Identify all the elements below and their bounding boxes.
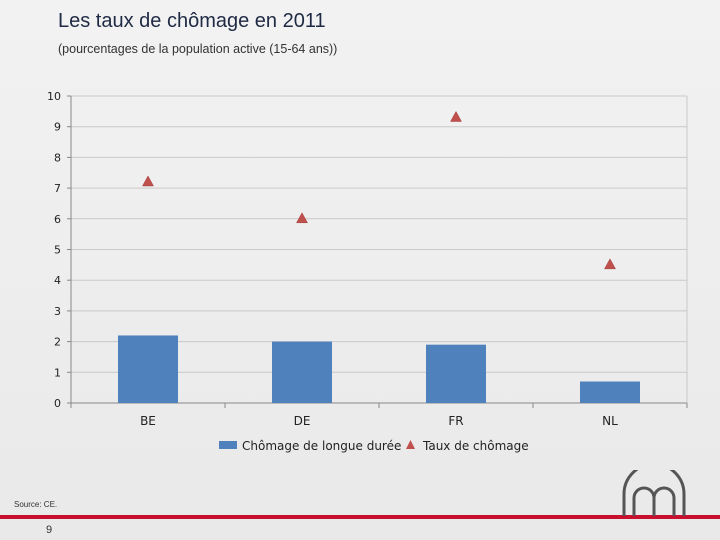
bars	[118, 335, 640, 403]
legend-label-bar: Chômage de longue durée	[242, 439, 401, 453]
bar	[272, 341, 332, 403]
markers	[142, 110, 616, 270]
bar	[580, 381, 640, 403]
y-tick-label: 2	[54, 336, 61, 349]
marker-point	[450, 110, 462, 122]
y-tick-label: 7	[54, 182, 61, 195]
legend-label-marker: Taux de chômage	[422, 439, 529, 453]
page-number: 9	[46, 524, 53, 536]
marker-point	[142, 175, 154, 187]
bar	[426, 344, 486, 403]
marker-point	[604, 258, 616, 270]
x-tick-label: NL	[602, 414, 618, 428]
logo-icon	[622, 470, 686, 516]
y-tick-label: 10	[47, 90, 61, 103]
y-tick-label: 1	[54, 366, 61, 379]
source-note: Source: CE.	[14, 500, 58, 509]
y-tick-label: 3	[54, 305, 61, 318]
y-ticks: 0 1 2 3 4 5 6 7 8 9 10	[47, 90, 61, 410]
y-tick-label: 0	[54, 397, 61, 410]
y-tick-label: 8	[54, 151, 61, 164]
legend-swatch-bar	[219, 441, 237, 449]
x-ticks: BE DE FR NL	[140, 414, 618, 428]
x-tick-label: FR	[448, 414, 463, 428]
footer-line	[0, 515, 720, 519]
y-tick-label: 4	[54, 274, 61, 287]
y-tick-label: 5	[54, 244, 61, 257]
x-tick-label: DE	[294, 414, 311, 428]
bar	[118, 335, 178, 403]
slide-subtitle: (pourcentages de la population active (1…	[58, 42, 338, 56]
y-tick-label: 6	[54, 213, 61, 226]
unemployment-chart: 0 1 2 3 4 5 6 7 8 9 10 BE DE FR NL Chômage de longue …	[47, 90, 688, 453]
legend-swatch-marker	[406, 440, 415, 449]
marker-point	[296, 212, 308, 224]
legend: Chômage de longue durée Taux de chômage	[219, 439, 529, 453]
slide-title: Les taux de chômage en 2011	[58, 10, 326, 32]
x-tick-label: BE	[140, 414, 156, 428]
y-tick-label: 9	[54, 121, 61, 134]
